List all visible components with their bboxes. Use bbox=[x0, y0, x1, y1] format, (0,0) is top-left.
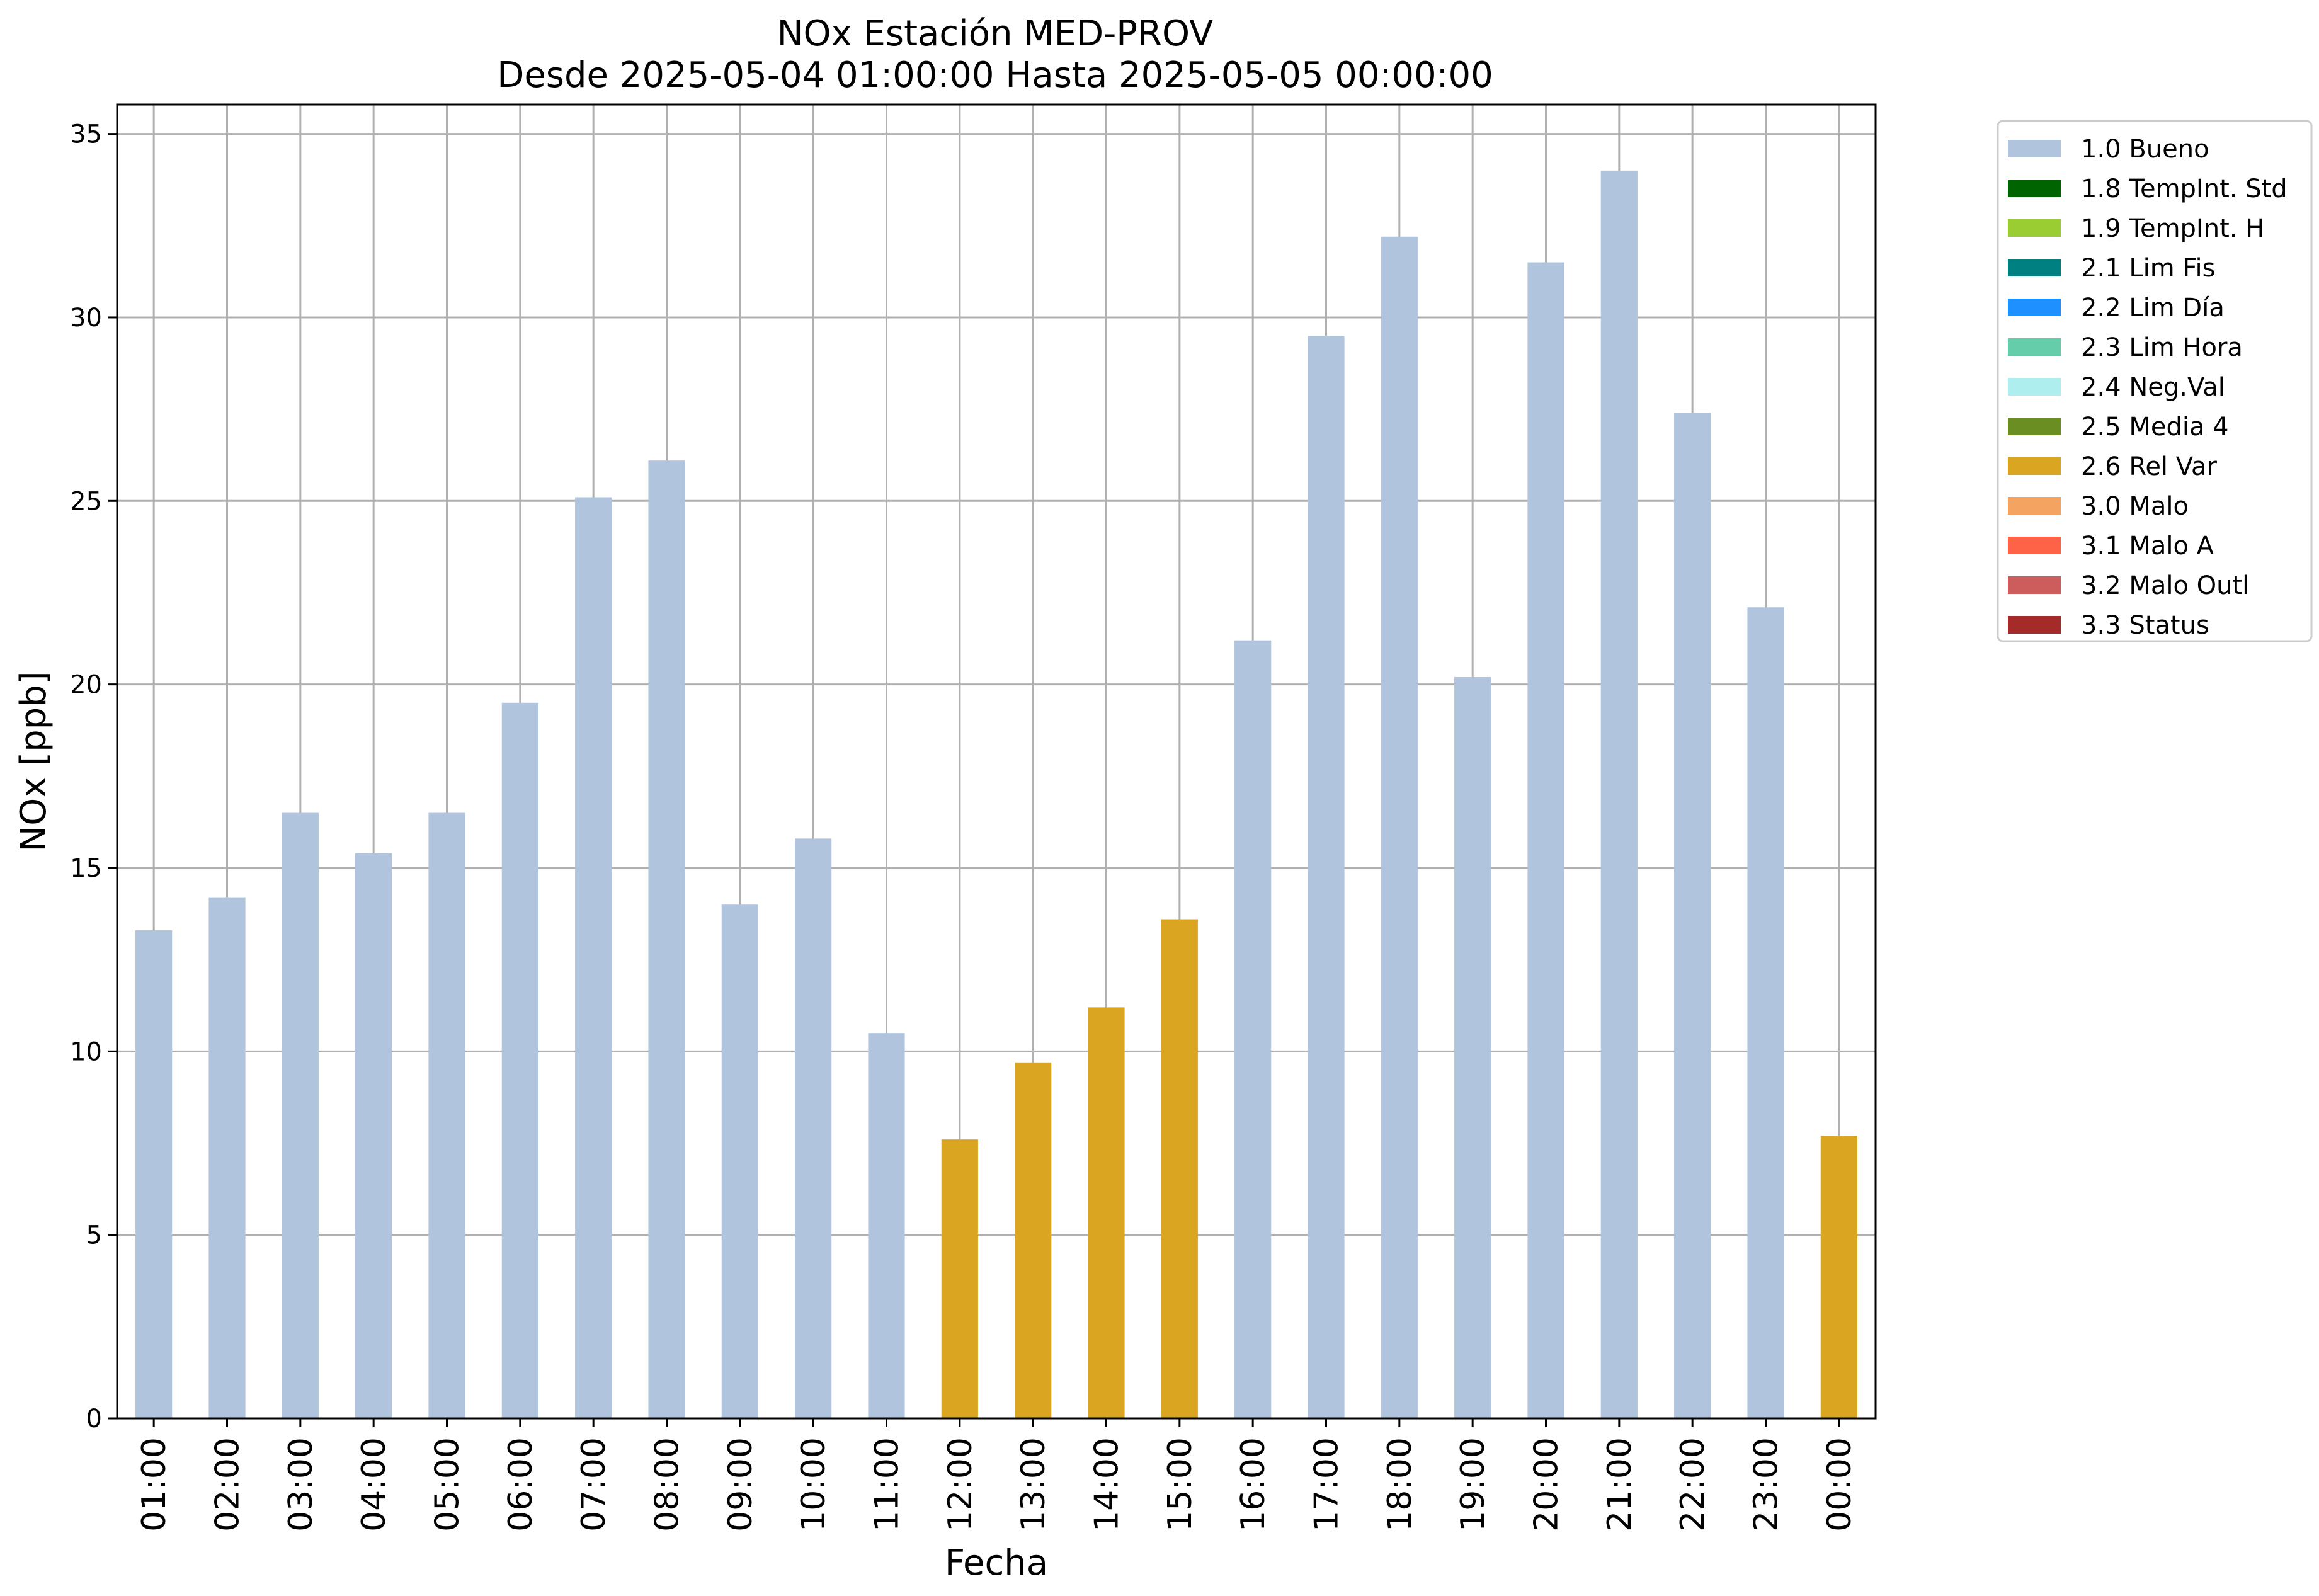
bar bbox=[1600, 170, 1638, 1418]
legend-swatch bbox=[2008, 457, 2061, 475]
x-tick-label: 23:00 bbox=[1748, 1437, 1786, 1532]
legend-label: 3.1 Malo A bbox=[2081, 532, 2214, 561]
legend-label: 2.5 Media 4 bbox=[2081, 413, 2229, 442]
y-tick-label: 25 bbox=[70, 487, 102, 516]
x-tick-label: 06:00 bbox=[502, 1437, 540, 1532]
y-axis: 0 5 10 15 20 25 30 35 bbox=[70, 120, 117, 1434]
legend-label: 1.0 Bueno bbox=[2081, 135, 2209, 164]
x-tick-label: 19:00 bbox=[1454, 1437, 1492, 1532]
legend-swatch bbox=[2008, 299, 2061, 316]
y-tick-label: 20 bbox=[70, 671, 102, 700]
x-tick-label: 08:00 bbox=[649, 1437, 687, 1532]
y-tick-label: 35 bbox=[70, 120, 102, 149]
x-tick-label: 17:00 bbox=[1308, 1437, 1346, 1532]
bar bbox=[1161, 919, 1198, 1418]
y-tick-label: 5 bbox=[86, 1221, 102, 1250]
bar bbox=[1088, 1007, 1125, 1418]
bar bbox=[795, 838, 832, 1418]
x-tick-label: 16:00 bbox=[1234, 1437, 1272, 1532]
x-tick-label: 02:00 bbox=[209, 1437, 247, 1532]
bar bbox=[1015, 1062, 1052, 1418]
legend-label: 3.2 Malo Outl bbox=[2081, 571, 2249, 600]
bar bbox=[941, 1139, 978, 1418]
bar bbox=[1234, 640, 1272, 1418]
bar bbox=[1747, 607, 1784, 1419]
legend-label: 2.4 Neg.Val bbox=[2081, 373, 2225, 402]
bar bbox=[428, 812, 465, 1418]
y-axis-label: NOx [ppb] bbox=[13, 671, 54, 852]
legend-swatch bbox=[2008, 259, 2061, 276]
bars bbox=[135, 170, 1857, 1419]
legend: 1.0 Bueno 1.8 TempInt. Std 1.9 TempInt. H 2… bbox=[1997, 120, 2313, 642]
legend-swatch bbox=[2008, 537, 2061, 554]
y-tick-label: 10 bbox=[70, 1037, 102, 1066]
legend-label: 2.6 Rel Var bbox=[2081, 452, 2218, 481]
legend-swatch bbox=[2008, 219, 2061, 237]
bar bbox=[648, 460, 685, 1418]
legend-swatch bbox=[2008, 180, 2061, 197]
bar bbox=[1820, 1136, 1857, 1418]
x-tick-label: 10:00 bbox=[795, 1437, 833, 1532]
x-tick-label: 13:00 bbox=[1015, 1437, 1052, 1532]
bar bbox=[501, 702, 538, 1418]
legend-label: 1.9 TempInt. H bbox=[2081, 214, 2264, 243]
x-tick-label: 22:00 bbox=[1674, 1437, 1712, 1532]
bar bbox=[721, 904, 758, 1418]
x-tick-label: 20:00 bbox=[1528, 1437, 1566, 1532]
bar bbox=[575, 497, 612, 1419]
legend-label: 2.3 Lim Hora bbox=[2081, 333, 2243, 362]
x-tick-label: 09:00 bbox=[722, 1437, 760, 1532]
x-axis-label: Fecha bbox=[945, 1542, 1048, 1583]
bar bbox=[1381, 236, 1418, 1418]
legend-box bbox=[1997, 120, 2313, 642]
bar bbox=[208, 897, 246, 1418]
y-tick-label: 15 bbox=[70, 854, 102, 883]
x-tick-label: 11:00 bbox=[869, 1437, 906, 1532]
bar bbox=[1674, 413, 1711, 1418]
x-tick-label: 01:00 bbox=[135, 1437, 173, 1532]
legend-swatch bbox=[2008, 576, 2061, 594]
x-tick-label: 00:00 bbox=[1821, 1437, 1859, 1532]
x-tick-label: 03:00 bbox=[282, 1437, 320, 1532]
legend-swatch bbox=[2008, 418, 2061, 435]
y-tick-label: 30 bbox=[70, 304, 102, 333]
legend-label: 3.0 Malo bbox=[2081, 492, 2189, 521]
legend-label: 1.8 TempInt. Std bbox=[2081, 174, 2288, 203]
bar bbox=[282, 812, 319, 1418]
legend-label: 3.3 Status bbox=[2081, 611, 2209, 640]
x-tick-label: 12:00 bbox=[942, 1437, 979, 1532]
bar bbox=[868, 1033, 905, 1418]
y-tick-label: 0 bbox=[86, 1405, 102, 1434]
x-tick-label: 05:00 bbox=[429, 1437, 467, 1532]
x-tick-label: 04:00 bbox=[355, 1437, 393, 1532]
bar bbox=[1454, 676, 1491, 1418]
bar bbox=[1527, 262, 1564, 1418]
legend-label: 2.1 Lim Fis bbox=[2081, 254, 2215, 283]
legend-swatch bbox=[2008, 616, 2061, 634]
x-tick-label: 18:00 bbox=[1381, 1437, 1419, 1532]
bar bbox=[1308, 336, 1345, 1418]
x-tick-label: 14:00 bbox=[1088, 1437, 1126, 1532]
legend-swatch bbox=[2008, 497, 2061, 515]
legend-swatch bbox=[2008, 338, 2061, 356]
chart-title: NOx Estación MED-PROV bbox=[777, 13, 1214, 54]
x-axis: 01:00 02:00 03:00 04:00 05:00 06:00 07:00 08:00… bbox=[135, 1418, 1859, 1532]
x-tick-label: 07:00 bbox=[575, 1437, 613, 1532]
legend-swatch bbox=[2008, 140, 2061, 157]
x-tick-label: 21:00 bbox=[1601, 1437, 1639, 1532]
chart-subtitle: Desde 2025-05-04 01:00:00 Hasta 2025-05-… bbox=[497, 55, 1493, 96]
bar bbox=[355, 853, 392, 1418]
plot-frame bbox=[116, 103, 1877, 1420]
x-tick-label: 15:00 bbox=[1161, 1437, 1199, 1532]
bar bbox=[135, 930, 173, 1418]
legend-swatch bbox=[2008, 378, 2061, 396]
legend-label: 2.2 Lim Día bbox=[2081, 294, 2225, 322]
